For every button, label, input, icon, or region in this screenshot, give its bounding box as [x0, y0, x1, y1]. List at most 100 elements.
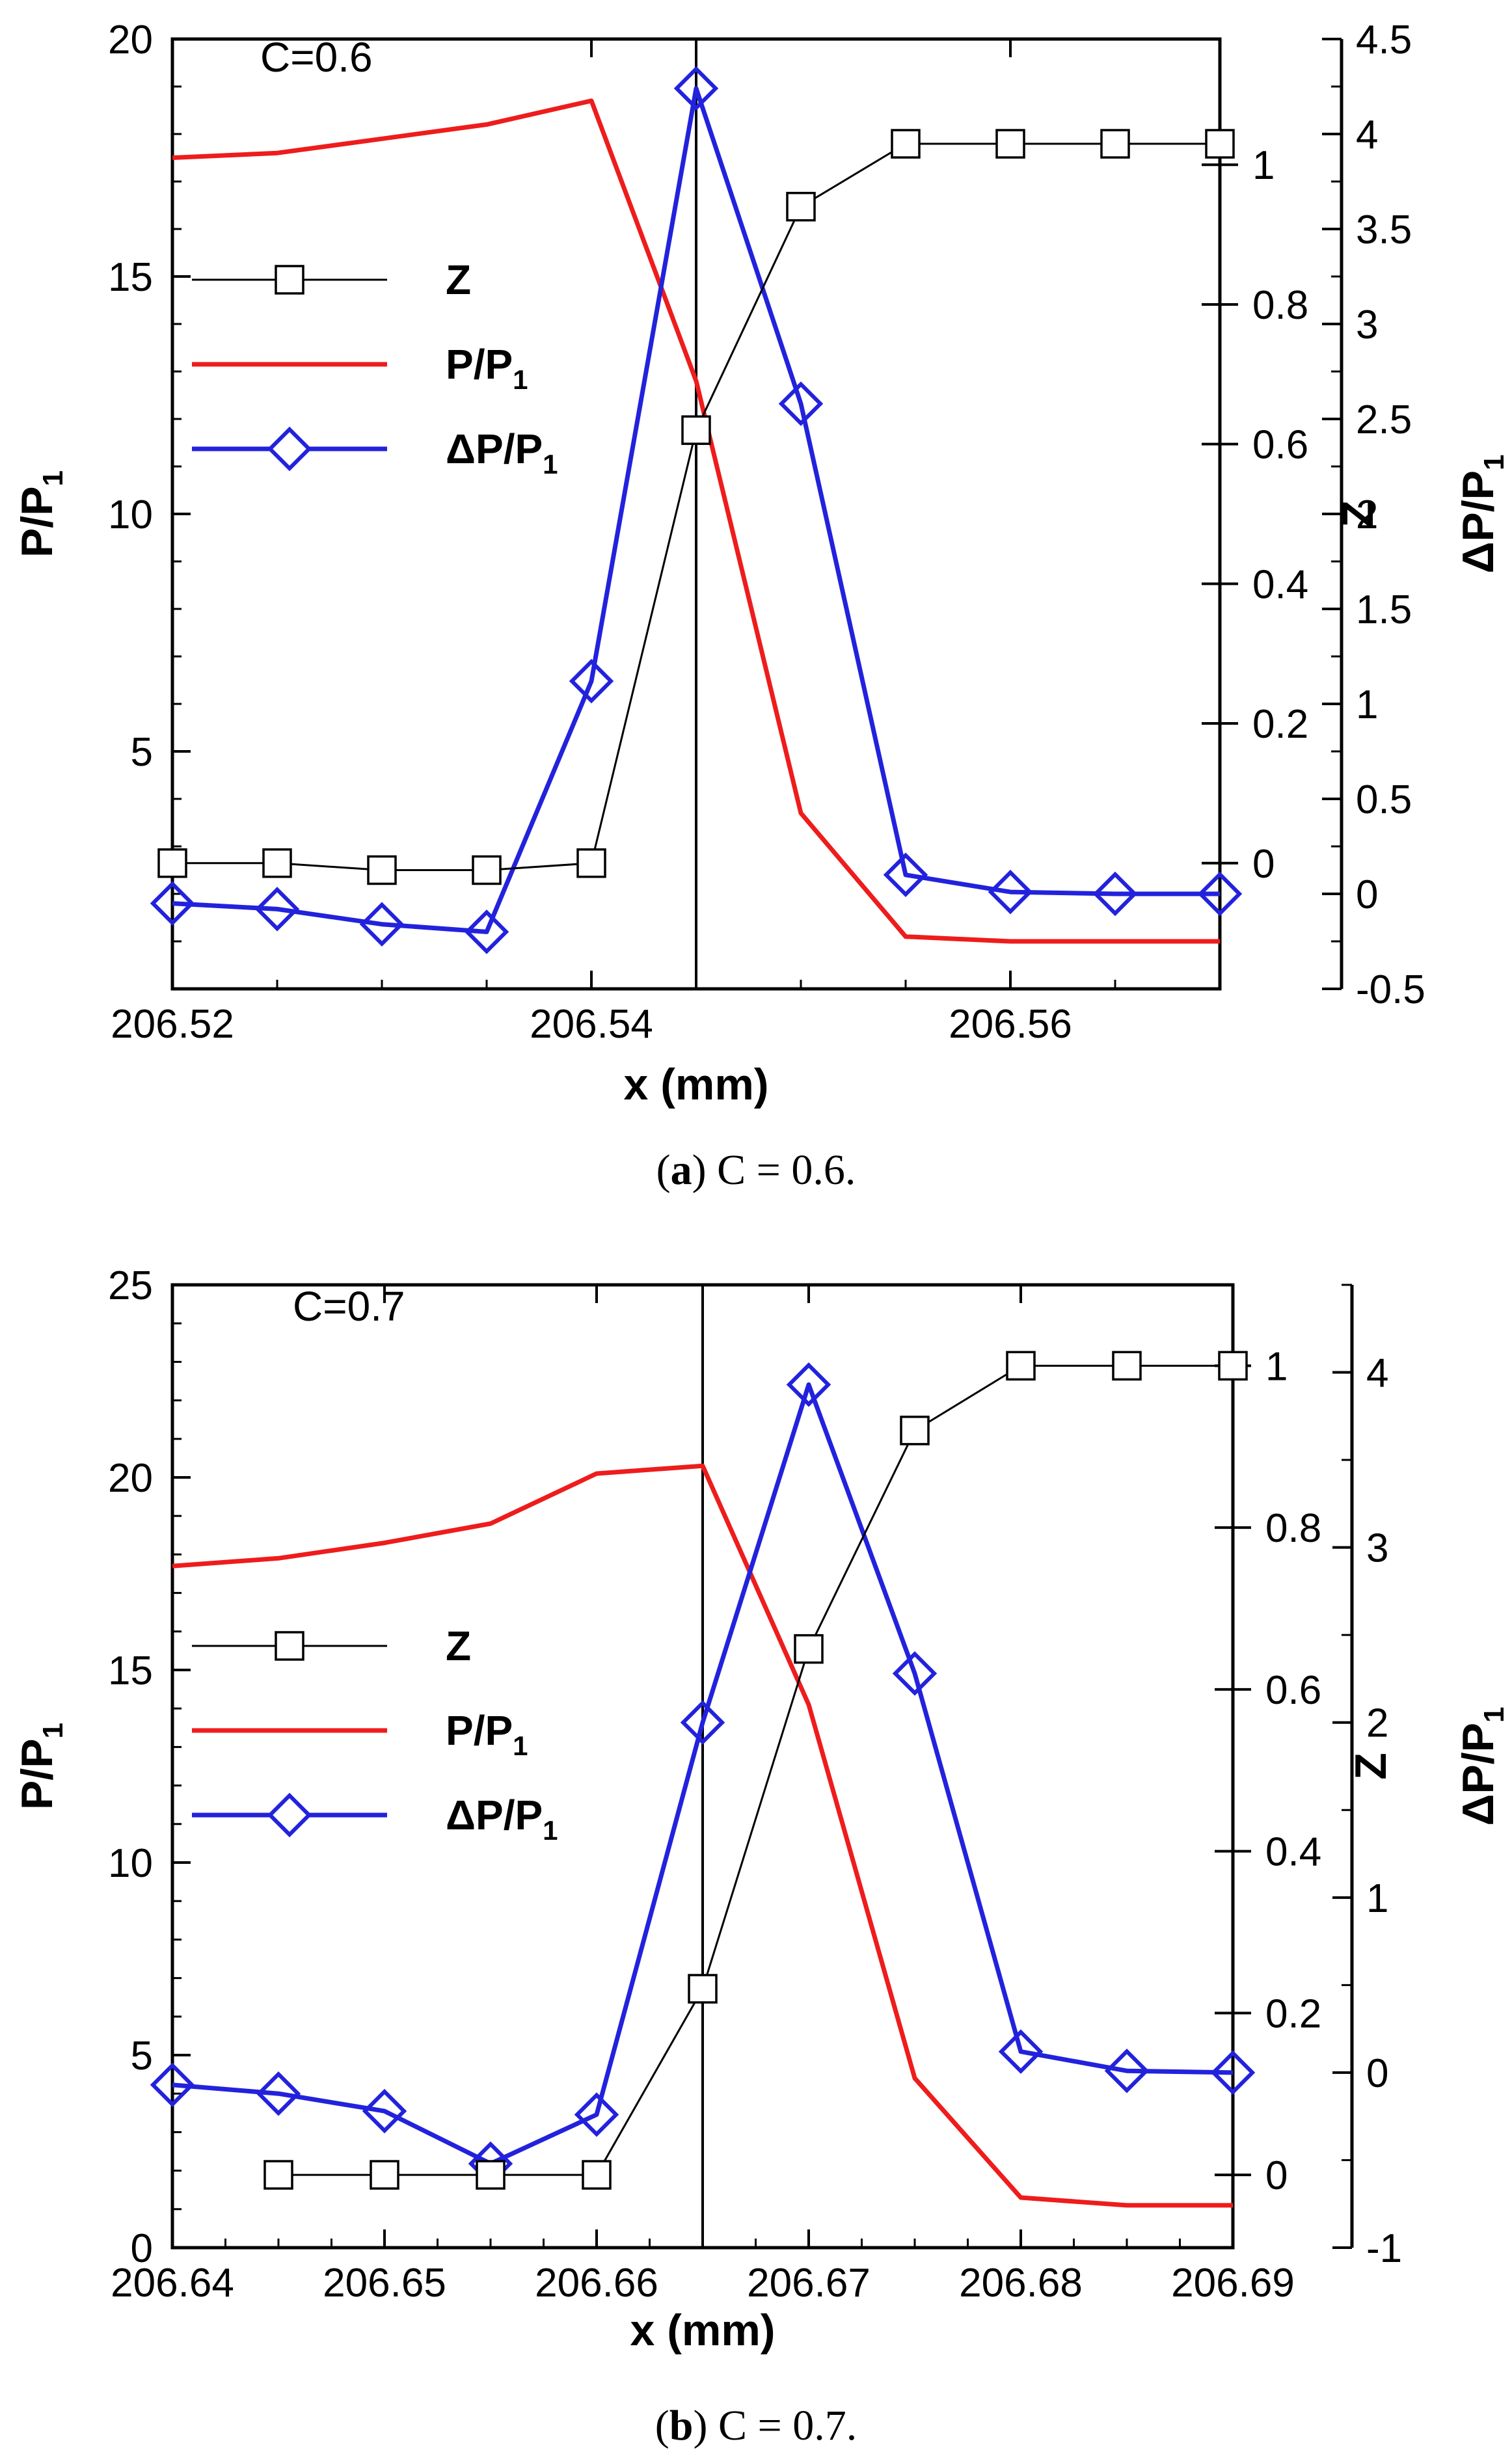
caption: (a) C = 0.6.: [656, 1146, 856, 1194]
series-line-mid: [278, 1364, 1233, 2176]
right-tick-label: 0: [1356, 872, 1378, 917]
z-tick-label: 0.6: [1265, 1668, 1321, 1713]
annotation-text: C=0.6: [260, 34, 373, 81]
right-tick-label: -0.5: [1356, 967, 1425, 1012]
legend-marker-diamond: [267, 1792, 312, 1838]
legend: Z P/P1 ΔP/P1: [192, 256, 558, 479]
series-line-right: [172, 1382, 1234, 2166]
x-tick-label: 206.67: [747, 2261, 871, 2306]
dp-point: [464, 909, 509, 954]
z-point: [1100, 129, 1130, 159]
right-tick-label: 2.5: [1356, 397, 1412, 442]
left-tick-label: 20: [108, 1456, 153, 1501]
left-tick-label: 20: [108, 18, 153, 62]
right-axis-title: ΔP/P1: [1453, 455, 1510, 574]
x-tick-label: 206.54: [530, 1002, 653, 1047]
dp-point: [574, 2092, 619, 2137]
z-point: [786, 191, 816, 222]
z-point: [891, 129, 921, 159]
dp-point: [569, 658, 614, 704]
x-axis-title: x (mm): [624, 1060, 769, 1109]
dp-point: [988, 869, 1033, 915]
right-tick-label: 3: [1356, 303, 1378, 347]
z-point: [1006, 1351, 1036, 1381]
left-tick-label: 25: [108, 1263, 153, 1308]
legend-label: P/P1: [446, 1707, 528, 1761]
dp-point: [786, 1362, 831, 1407]
right-tick-label: 4: [1366, 1351, 1388, 1396]
z-point: [794, 1634, 824, 1664]
x-tick-label: 206.66: [535, 2261, 658, 2306]
z-axis-title: Z: [1346, 1753, 1396, 1780]
z-point: [582, 2160, 612, 2190]
right-tick-label: 2: [1366, 1701, 1388, 1746]
z-point: [476, 2160, 506, 2190]
legend-label: Z: [446, 256, 471, 303]
z-point: [157, 848, 187, 878]
left-tick-label: 5: [131, 2034, 153, 2079]
right-tick-label: -1: [1366, 2226, 1402, 2271]
left-axis-title: P/P1: [12, 470, 69, 558]
x-tick-label: 206.64: [111, 2261, 234, 2306]
z-point: [681, 415, 711, 445]
x-tick-label: 206.65: [323, 2261, 446, 2306]
z-point: [900, 1416, 930, 1446]
right-tick-label: 1: [1356, 682, 1378, 727]
right-tick-label: 4: [1356, 113, 1378, 157]
dp-point: [1104, 2048, 1150, 2093]
z-tick-label: 0: [1265, 2153, 1288, 2198]
left-axis-title: P/P1: [12, 1723, 69, 1810]
legend-marker-diamond: [267, 426, 312, 472]
left-tick-label: 5: [131, 730, 153, 775]
right-tick-label: 1: [1366, 1876, 1388, 1921]
x-axis-title: x (mm): [630, 2306, 776, 2355]
z-point: [688, 1974, 718, 2004]
z-point: [367, 855, 397, 885]
right-tick-label: 1.5: [1356, 587, 1412, 632]
series-line-left: [172, 1463, 1233, 2208]
series-line-left: [172, 98, 1220, 944]
z-point: [263, 2160, 293, 2190]
z-point: [1112, 1351, 1142, 1381]
dp-point: [1210, 2050, 1256, 2095]
z-tick-label: 0.6: [1252, 423, 1308, 468]
right-tick-label: 0: [1366, 2051, 1388, 2096]
right-tick-label: 3: [1366, 1526, 1388, 1571]
dp-point: [254, 887, 300, 932]
z-point: [472, 855, 502, 885]
x-tick-label: 206.69: [1171, 2261, 1295, 2306]
dp-point: [998, 2029, 1044, 2074]
z-point: [1218, 1351, 1248, 1381]
right-tick-label: 3.5: [1356, 208, 1412, 252]
caption: (b) C = 0.7.: [655, 2402, 857, 2449]
z-tick-label: 0.2: [1252, 702, 1308, 747]
dp-point: [1092, 871, 1138, 917]
dp-point: [362, 2088, 407, 2134]
dp-point: [150, 881, 195, 926]
panel-b: 206.64 206.65 206.66 206.67 206.68 206.690510…: [12, 1263, 1510, 2449]
right-tick-label: 4.5: [1356, 18, 1412, 62]
dp-point: [892, 1651, 938, 1696]
legend-label: P/P1: [446, 341, 528, 395]
dp-point: [1197, 871, 1243, 917]
left-tick-label: 0: [131, 2226, 153, 2271]
left-tick-label: 10: [108, 1841, 153, 1886]
annotation-text: C=0.7: [293, 1283, 405, 1330]
z-tick-label: 1: [1252, 143, 1275, 188]
legend-label: ΔP/P1: [446, 425, 558, 479]
x-tick-label: 206.56: [949, 1002, 1072, 1047]
legend-label: ΔP/P1: [446, 1792, 558, 1846]
dp-point: [680, 1700, 725, 1745]
z-tick-label: 0.8: [1265, 1506, 1321, 1551]
left-tick-label: 10: [108, 492, 153, 537]
legend-label: Z: [446, 1622, 471, 1669]
legend-marker-square: [275, 1631, 304, 1661]
right-tick-label: 0.5: [1356, 777, 1412, 822]
left-tick-label: 15: [108, 1649, 153, 1693]
dp-point: [150, 2062, 195, 2107]
dp-point: [778, 381, 824, 426]
left-tick-label: 15: [108, 255, 153, 300]
z-point: [995, 129, 1025, 159]
dp-point: [673, 66, 719, 111]
